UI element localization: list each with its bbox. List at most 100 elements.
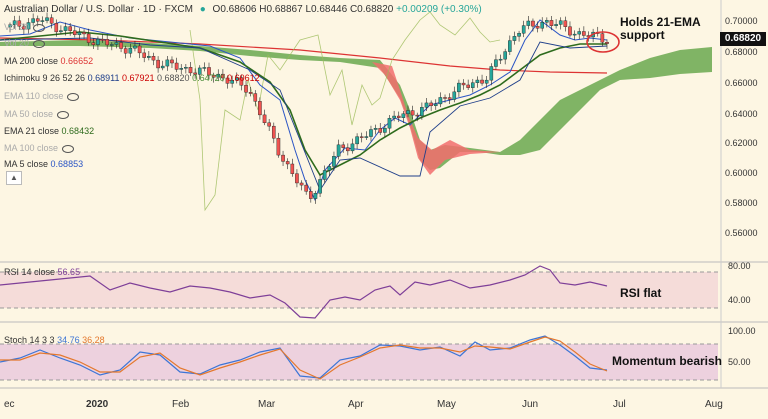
market-status-icon: ●	[199, 4, 206, 15]
candle-down	[563, 20, 568, 27]
candle-up	[318, 179, 322, 194]
candle-down	[443, 97, 447, 99]
candle-up	[364, 136, 369, 138]
candle-up	[77, 32, 82, 36]
price-tick-label: 0.58000	[725, 198, 758, 208]
indicator-ema21[interactable]: EMA 21 close 0.68432	[4, 126, 94, 136]
candle-up	[197, 67, 202, 75]
candle-up	[433, 103, 438, 106]
candle-down	[105, 39, 109, 46]
eye-icon[interactable]	[57, 110, 70, 119]
indicator-value: 0.60612	[227, 73, 260, 83]
ichimoku-cloud-bullish	[0, 40, 712, 170]
indicator-vol20-b[interactable]: Vol 20	[4, 38, 46, 48]
candle-down	[410, 110, 415, 116]
candle-down	[299, 182, 304, 186]
candle-down	[466, 84, 470, 88]
indicator-value: 56.65	[57, 267, 81, 277]
ohlc-low: 0.68446	[311, 4, 348, 15]
time-tick-label: ec	[4, 399, 15, 410]
candle-up	[184, 67, 188, 69]
candle-down	[188, 67, 193, 74]
candle-down	[156, 59, 160, 69]
time-tick-label: Jun	[522, 399, 538, 410]
indicator-ma5[interactable]: MA 5 close 0.68853	[4, 159, 83, 169]
indicator-value: 0.64720	[192, 73, 225, 83]
indicator-value: 0.67921	[121, 73, 155, 83]
price-tick-label: 0.66000	[725, 78, 758, 88]
candle-up	[406, 110, 410, 115]
indicator-ema110[interactable]: EMA 110 close	[4, 91, 80, 101]
candle-up	[110, 44, 114, 46]
candle-down	[137, 45, 142, 54]
indicator-label: Vol 20	[4, 38, 30, 48]
candle-down	[285, 161, 290, 165]
symbol-title[interactable]: Australian Dollar / U.S. Dollar · 1D · F…	[4, 4, 193, 15]
candle-down	[68, 26, 72, 31]
candle-up	[355, 136, 359, 145]
candle-down	[82, 32, 86, 35]
candle-down	[429, 102, 433, 106]
rsi-band	[0, 272, 718, 308]
ichimoku-base-line	[0, 37, 608, 191]
candle-down	[582, 31, 586, 36]
collapse-legend-button[interactable]: ▲	[6, 171, 22, 185]
candle-up	[387, 117, 392, 129]
candle-up	[12, 20, 17, 25]
candle-down	[480, 79, 484, 84]
ohlc-high: 0.68867	[266, 4, 303, 15]
ohlc-high-label: H	[259, 4, 267, 15]
eye-icon[interactable]	[62, 144, 75, 153]
eye-icon[interactable]	[67, 92, 80, 101]
price-tick-label: 0.64000	[725, 109, 758, 119]
candle-up	[392, 115, 396, 119]
candle-down	[304, 184, 308, 192]
candle-up	[508, 40, 512, 52]
candle-up	[526, 20, 531, 26]
candle-down	[341, 144, 346, 148]
candle-up	[63, 26, 68, 31]
candle-down	[267, 122, 271, 127]
time-tick-label: Apr	[348, 399, 364, 410]
candle-up	[165, 59, 170, 67]
eye-icon[interactable]	[33, 39, 46, 48]
candle-up	[540, 22, 545, 29]
candle-up	[350, 143, 355, 152]
candle-up	[577, 31, 582, 35]
candle-up	[457, 82, 461, 93]
candle-down	[253, 93, 258, 102]
candle-down	[271, 125, 276, 139]
candle-down	[142, 52, 147, 58]
candle-up	[230, 80, 234, 84]
time-tick-label: May	[437, 399, 456, 410]
candle-up	[313, 193, 318, 199]
candle-up	[234, 77, 239, 81]
indicator-ma50[interactable]: MA 50 close	[4, 109, 70, 119]
candle-up	[216, 73, 221, 78]
indicator-value: 36.28	[82, 335, 105, 345]
eye-icon[interactable]	[33, 23, 46, 32]
lagging-span-line	[189, 11, 501, 212]
candle-up	[114, 42, 119, 45]
annotation-momentum: Momentum bearish	[612, 354, 723, 368]
indicator-vol20[interactable]: Vol 20	[4, 22, 46, 32]
candle-down	[239, 77, 244, 86]
price-tick-label: 0.56000	[725, 228, 758, 238]
indicator-label: MA 50 close	[4, 109, 54, 119]
candle-down	[35, 18, 40, 22]
indicator-ma200[interactable]: MA 200 close 0.66652	[4, 56, 93, 66]
indicator-ma100[interactable]: MA 100 close	[4, 143, 75, 153]
candle-down	[151, 56, 156, 61]
indicator-stoch[interactable]: Stoch 14 3 3 34.76 36.28	[4, 335, 105, 345]
candle-up	[498, 58, 503, 61]
candle-down	[447, 97, 452, 100]
candle-down	[54, 23, 59, 33]
indicator-label: MA 100 close	[4, 143, 59, 153]
price-tick-label: 0.62000	[725, 138, 758, 148]
candle-up	[503, 51, 507, 60]
indicator-rsi[interactable]: RSI 14 close 56.65	[4, 267, 80, 277]
candle-up	[322, 170, 327, 180]
indicator-ichimoku[interactable]: Ichimoku 9 26 52 26 0.68911 0.67921 0.68…	[4, 73, 260, 83]
